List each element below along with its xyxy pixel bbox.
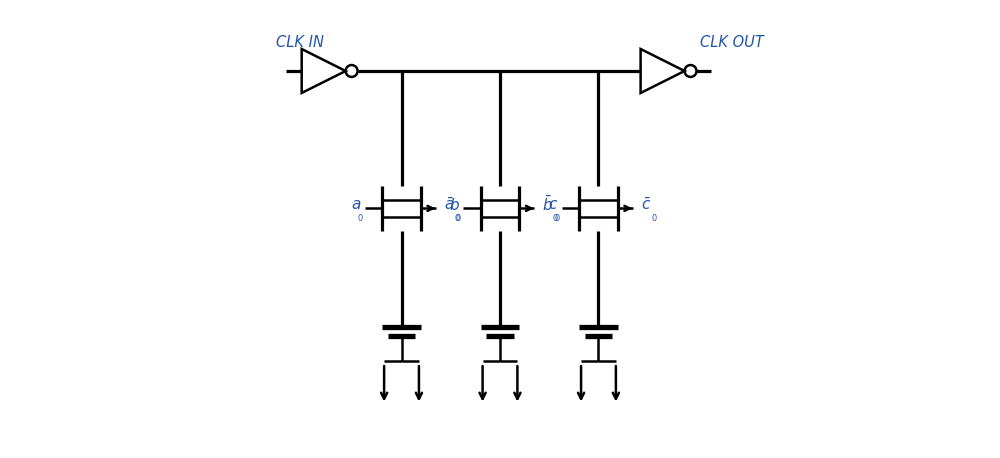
Text: $_0$: $_0$ (455, 211, 462, 224)
Text: $b$: $b$ (449, 197, 460, 213)
Text: $\bar{c}$: $\bar{c}$ (641, 196, 651, 213)
Text: $_0$: $_0$ (552, 211, 559, 224)
Text: CLK OUT: CLK OUT (700, 35, 764, 50)
Text: $\bar{a}$: $\bar{a}$ (444, 196, 454, 213)
Text: $_0$: $_0$ (554, 211, 561, 224)
Text: $_0$: $_0$ (357, 211, 364, 224)
Text: CLK IN: CLK IN (276, 35, 324, 50)
Text: $_0$: $_0$ (651, 211, 657, 224)
Text: $\bar{b}$: $\bar{b}$ (542, 195, 553, 214)
Text: $c$: $c$ (548, 198, 558, 212)
Text: $_0$: $_0$ (454, 211, 460, 224)
Text: $a$: $a$ (351, 198, 361, 212)
